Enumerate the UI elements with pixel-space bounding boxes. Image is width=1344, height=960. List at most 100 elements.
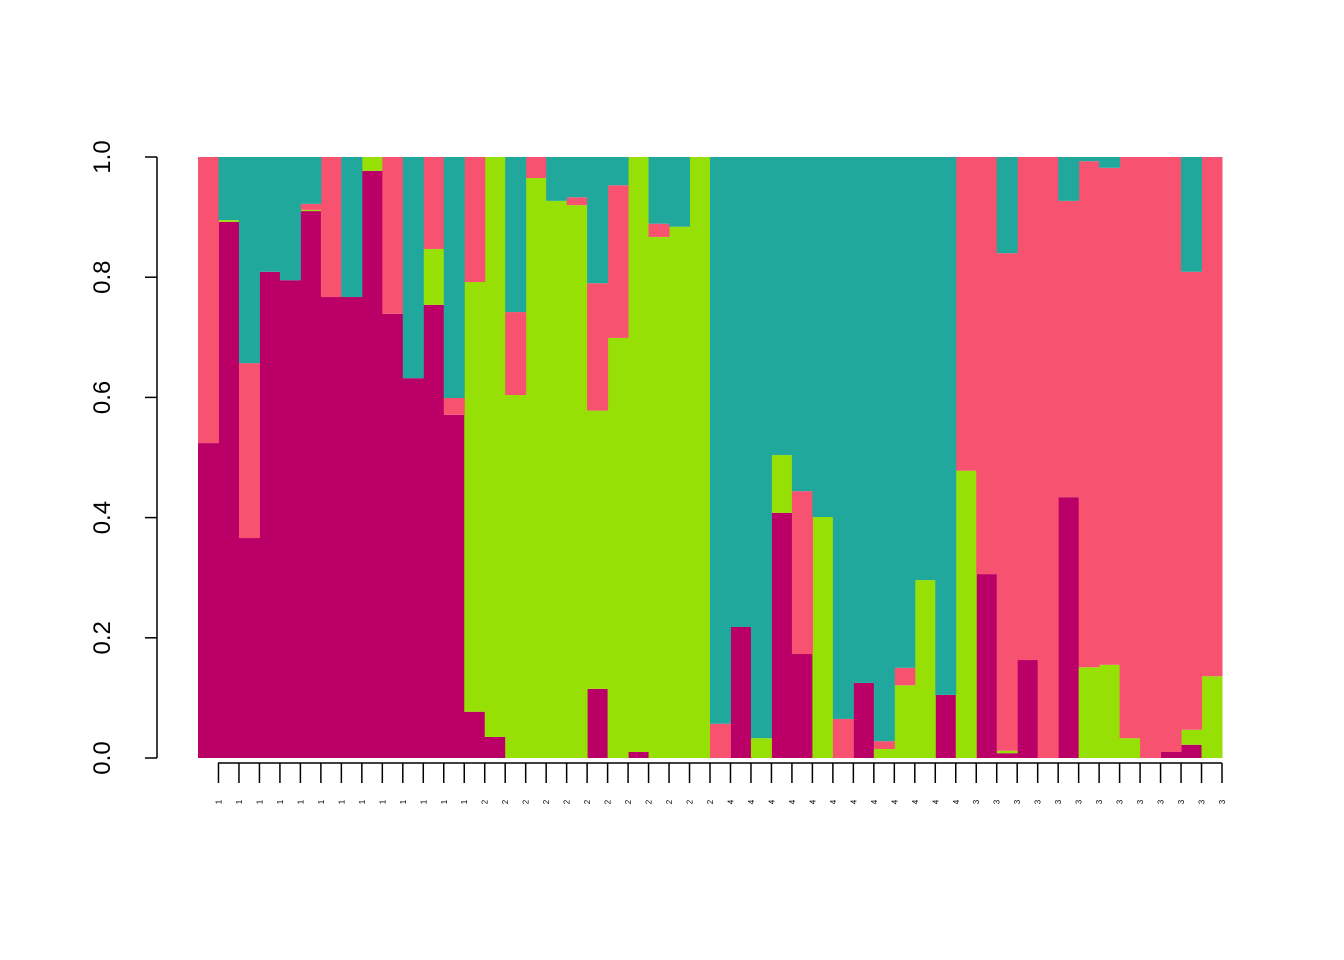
bar-segment — [238, 538, 260, 758]
x-tick-label: 1 — [296, 799, 305, 804]
x-tick-label: 2 — [522, 799, 531, 804]
bar-segment — [238, 363, 260, 539]
bar-segment — [198, 443, 219, 758]
bar-segment — [423, 304, 445, 758]
y-tick-label: 0.0 — [89, 741, 116, 774]
x-tick-label: 4 — [788, 799, 797, 804]
bar-segment — [279, 280, 301, 758]
x-tick-label: 2 — [604, 799, 613, 804]
bar-segment — [1181, 157, 1203, 272]
bar-segment — [1017, 660, 1039, 758]
bar-segment — [1160, 157, 1182, 752]
x-tick-label: 4 — [870, 799, 879, 804]
x-tick-label: 3 — [972, 799, 981, 804]
bar-segment — [1078, 161, 1100, 668]
x-tick-label: 4 — [952, 799, 961, 804]
y-tick-label: 0.2 — [89, 621, 116, 654]
bar-segment — [341, 297, 363, 758]
bar-segment — [566, 197, 588, 206]
bar-segment — [669, 157, 691, 227]
bar-segment — [894, 667, 916, 686]
bar-segment — [443, 414, 465, 758]
bar-segment — [259, 157, 281, 272]
bar-segment — [1017, 157, 1039, 661]
bar-segment — [566, 205, 588, 758]
bar-segment — [914, 157, 936, 581]
bar-segment — [750, 157, 772, 739]
bar-segment — [812, 157, 834, 517]
x-tick-label: 3 — [1095, 799, 1104, 804]
bar-segment — [976, 574, 998, 758]
bar-segment — [300, 203, 322, 210]
bar-segment — [484, 736, 506, 758]
bar-segment — [976, 157, 998, 575]
x-tick-label: 3 — [1157, 799, 1166, 804]
bar-segment — [730, 157, 752, 627]
bar-segment — [1099, 167, 1121, 665]
bar-segment — [341, 157, 363, 298]
bar-segment — [607, 337, 629, 758]
bar-segment — [628, 157, 650, 752]
x-tick-label: 3 — [1218, 799, 1227, 804]
bar-segment — [505, 394, 527, 758]
x-tick-label: 3 — [1054, 799, 1063, 804]
x-tick-label: 3 — [1177, 799, 1186, 804]
x-tick-label: 1 — [440, 799, 449, 804]
x-tick-label: 4 — [849, 799, 858, 804]
x-tick-label: 3 — [993, 799, 1002, 804]
y-tick-label: 0.8 — [89, 261, 116, 294]
bar-segment — [669, 226, 691, 758]
bar-segment — [1181, 729, 1203, 745]
bar-segment — [402, 378, 424, 758]
bar-segment — [300, 157, 322, 204]
bar-segment — [361, 157, 383, 171]
bar-segment — [1058, 200, 1080, 498]
bar-segment — [505, 312, 527, 395]
bar-segment — [1078, 157, 1100, 162]
x-tick-label: 3 — [1034, 799, 1043, 804]
bar-segment — [1140, 157, 1162, 758]
x-tick-label: 3 — [1075, 799, 1084, 804]
bar-segment — [873, 748, 895, 758]
bar-segment — [1058, 497, 1080, 758]
x-tick-label: 1 — [235, 799, 244, 804]
bar-segment — [505, 157, 527, 313]
bar-segment — [382, 157, 404, 314]
bar-segment — [771, 512, 793, 758]
x-tick-label: 2 — [624, 799, 633, 804]
bar-segment — [832, 718, 854, 758]
bar-segment — [1058, 157, 1080, 201]
x-tick-label: 1 — [276, 799, 285, 804]
bar-segment — [628, 751, 650, 758]
x-tick-label: 2 — [686, 799, 695, 804]
bar-segment — [1201, 157, 1223, 677]
bar-segment — [996, 753, 1018, 758]
bar-segment — [443, 398, 465, 415]
bar-segment — [873, 157, 895, 742]
bar-segment — [279, 157, 301, 281]
x-tick-label: 2 — [542, 799, 551, 804]
bar-segment — [996, 157, 1018, 254]
bar-segment — [259, 271, 281, 758]
y-tick-label: 0.6 — [89, 381, 116, 414]
bar-segment — [1037, 157, 1059, 758]
bar-segment — [464, 282, 486, 712]
x-tick-label: 2 — [645, 799, 654, 804]
x-tick-label: 1 — [419, 799, 428, 804]
bar-segment — [566, 157, 588, 198]
bar-segment — [238, 157, 260, 364]
bar-segment — [894, 685, 916, 758]
bar-segment — [218, 221, 240, 758]
bar-segment — [300, 211, 322, 759]
bar-segment — [832, 157, 854, 719]
bar-segment — [607, 185, 629, 338]
bar-segment — [587, 283, 609, 411]
bar-segment — [525, 157, 547, 179]
y-tick-label: 1.0 — [89, 140, 116, 173]
bar-segment — [587, 410, 609, 689]
bar-segment — [853, 682, 875, 758]
x-tick-label: 1 — [337, 799, 346, 804]
x-tick-label: 4 — [726, 799, 735, 804]
x-tick-label: 4 — [829, 799, 838, 804]
x-tick-label: 3 — [1198, 799, 1207, 804]
